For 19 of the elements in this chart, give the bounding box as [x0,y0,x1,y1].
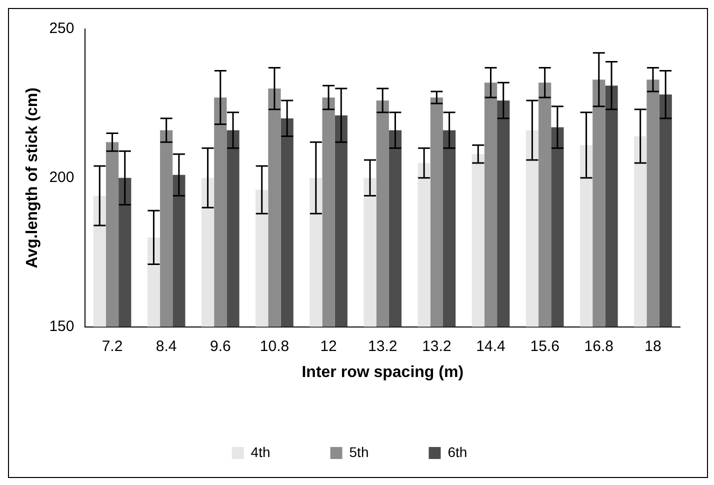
y-tick-label: 250 [49,20,74,38]
x-tick-label: 13.2 [368,338,398,355]
legend-label: 6th [448,444,468,460]
y-tick-label: 150 [49,318,74,335]
x-tick-label: 10.8 [260,338,290,355]
y-tick-label: 200 [49,169,74,186]
x-tick-label: 12 [320,338,337,355]
x-axis-title: Inter row spacing (m) [302,364,464,381]
x-tick-label: 16.8 [584,338,614,355]
legend-label: 4th [250,444,270,460]
x-tick-label: 14.4 [476,338,506,355]
x-tick-label: 15.6 [530,338,560,355]
x-tick-label: 7.2 [102,338,123,355]
x-tick-label: 13.2 [422,338,452,355]
x-tick-label: 9.6 [210,338,231,355]
legend-label: 5th [349,444,369,460]
x-tick-label: 18 [644,338,662,355]
x-tick-label: 8.4 [156,338,177,355]
y-axis-title: Avg.length of stick (cm) [24,88,42,268]
